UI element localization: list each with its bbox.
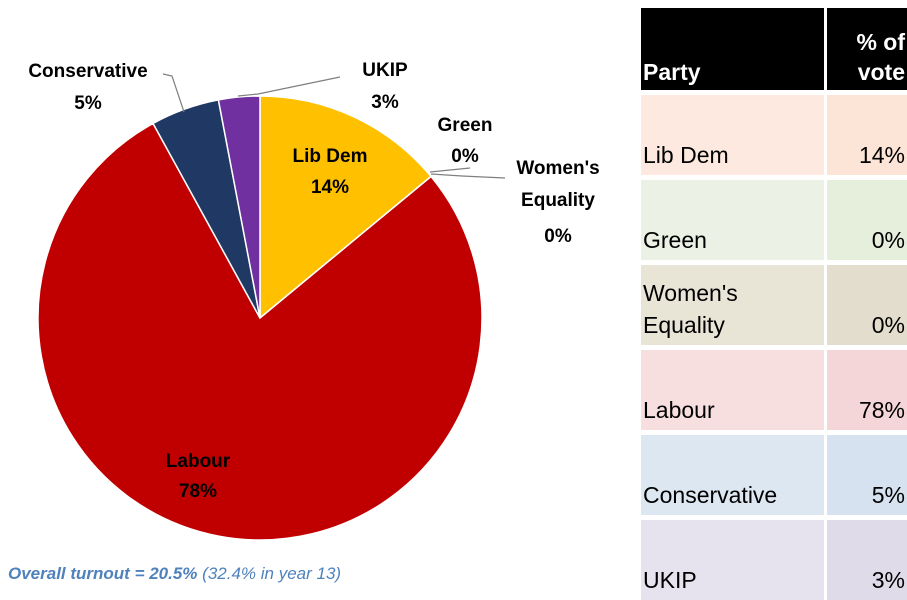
pie-slice-labour (37, 122, 483, 541)
cell-pct: 0% (824, 260, 907, 345)
pie-slice-ukip (217, 95, 261, 319)
label-lib-dem-name: Lib Dem (293, 146, 368, 167)
leader-line-ukip (237, 76, 341, 97)
header-pct-line1: % of (856, 29, 905, 56)
label-ukip-name: UKIP (362, 60, 408, 81)
leader-line-womens-equality (430, 173, 506, 179)
cell-pct: 0% (824, 175, 907, 260)
label-labour-value: 78% (179, 481, 217, 502)
cell-party: Conservative (641, 430, 825, 515)
table-row-ukip: UKIP 3% (641, 515, 907, 600)
turnout-previous: (32.4% in year 13) (202, 564, 342, 583)
cell-pct: 5% (824, 430, 907, 515)
label-womens-equality-line2: Equality (521, 190, 595, 211)
header-pct-line2: vote (857, 59, 905, 86)
table-row-womens-equality: Women's Equality 0% (641, 260, 907, 345)
leader-line-conservative (162, 73, 185, 113)
header-pct: % of vote (824, 8, 907, 90)
label-conservative-name: Conservative (28, 61, 147, 82)
cell-party-line2: Equality (643, 311, 725, 338)
table-row-lib-dem: Lib Dem 14% (641, 90, 907, 175)
label-conservative-value: 5% (74, 93, 102, 114)
cell-party: Lib Dem (641, 90, 825, 175)
cell-pct: 78% (824, 345, 907, 430)
cell-party: Green (641, 175, 825, 260)
table-row-green: Green 0% (641, 175, 907, 260)
cell-party: Women's Equality (641, 260, 825, 345)
pie-slice-lib-dem (259, 95, 433, 320)
cell-pct: 3% (824, 515, 907, 600)
vote-table: Party % of vote Lib Dem 14% Green 0% Wome… (641, 8, 907, 600)
table-row-conservative: Conservative 5% (641, 430, 907, 515)
cell-party: Labour (641, 345, 825, 430)
label-green-value: 0% (451, 146, 479, 167)
label-womens-equality-line1: Women's (516, 158, 599, 179)
pie-slices (37, 95, 483, 541)
cell-pct: 14% (824, 90, 907, 175)
table-header-row: Party % of vote (641, 8, 907, 90)
label-labour-name: Labour (166, 451, 231, 472)
leader-lines (162, 73, 506, 179)
cell-party-line1: Women's (643, 279, 738, 306)
label-green-name: Green (438, 115, 493, 136)
turnout-main: Overall turnout = 20.5% (8, 564, 198, 583)
table-row-labour: Labour 78% (641, 345, 907, 430)
label-womens-equality-value: 0% (544, 226, 572, 247)
pie-chart: Lib Dem 14% Green 0% Women's Equality 0%… (28, 60, 600, 541)
label-ukip-value: 3% (371, 92, 399, 113)
leader-line-green (429, 167, 471, 173)
cell-party: UKIP (641, 515, 825, 600)
slice-labels: Lib Dem 14% Green 0% Women's Equality 0%… (28, 60, 599, 502)
turnout-note: Overall turnout = 20.5% (32.4% in year 1… (8, 564, 341, 584)
header-party: Party (641, 8, 825, 90)
label-lib-dem-value: 14% (311, 177, 349, 198)
